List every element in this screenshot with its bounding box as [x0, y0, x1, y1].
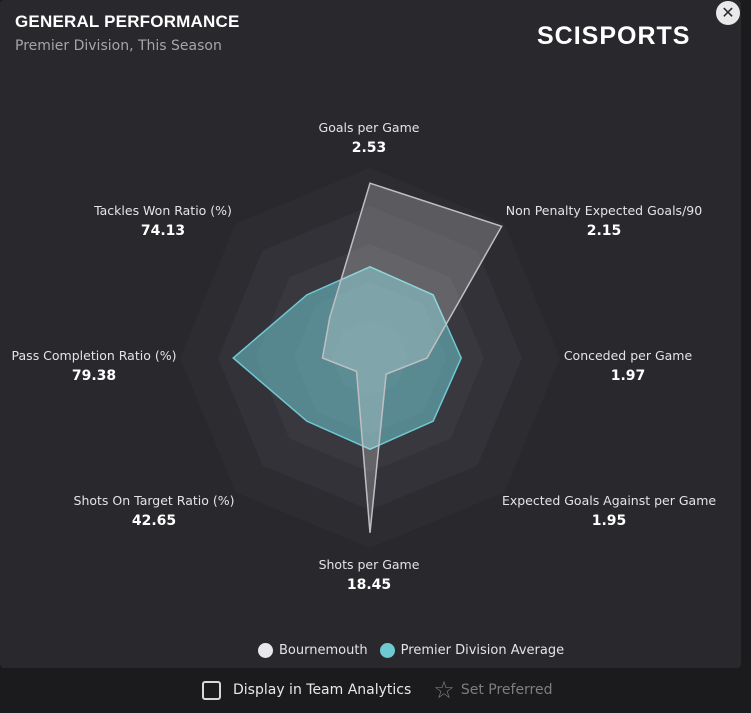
axis-label-3: Expected Goals Against per Game	[502, 493, 716, 508]
axis-label-0: Goals per Game	[319, 120, 420, 135]
radar-axis-labels: Goals per Game 2.53 Non Penalty Expected G…	[12, 120, 717, 593]
axis-value-2: 1.97	[611, 368, 646, 384]
legend-item-team: Bournemouth	[258, 643, 368, 658]
series-polygon-average	[232, 265, 463, 451]
legend-label-average: Premier Division Average	[400, 643, 565, 658]
axis-value-6: 79.38	[72, 368, 116, 384]
legend-swatch-average	[379, 643, 395, 658]
legend-swatch-team	[258, 643, 273, 658]
axis-label-5: Shots On Target Ratio (%)	[74, 493, 235, 508]
scisports-logo: SCISPORTS	[537, 22, 691, 50]
axis-value-3: 1.95	[592, 513, 627, 529]
set-preferred-button[interactable]: Set Preferred	[460, 682, 553, 698]
axis-value-4: 18.45	[347, 577, 391, 593]
axis-label-1: Non Penalty Expected Goals/90	[506, 203, 702, 218]
axis-label-4: Shots per Game	[319, 557, 420, 572]
axis-value-0: 2.53	[352, 140, 387, 156]
chart-legend: Bournemouth Premier Division Average	[258, 643, 576, 658]
page-title: GENERAL PERFORMANCE	[15, 12, 240, 31]
axis-label-6: Pass Completion Ratio (%)	[12, 348, 177, 363]
axis-value-1: 2.15	[587, 223, 622, 239]
axis-label-2: Conceded per Game	[564, 348, 693, 363]
star-icon[interactable]: ☆	[433, 676, 455, 704]
axis-label-7: Tackles Won Ratio (%)	[93, 203, 232, 218]
radar-series	[232, 182, 503, 533]
footer-controls: Display in Team Analytics ☆ Set Preferre…	[202, 676, 553, 704]
axis-value-5: 42.65	[132, 513, 176, 529]
axis-value-7: 74.13	[141, 223, 185, 239]
legend-label-team: Bournemouth	[279, 643, 368, 658]
team-analytics-label[interactable]: Display in Team Analytics	[233, 682, 412, 698]
series-polygon-team	[321, 182, 503, 533]
close-icon[interactable]: ✕	[716, 1, 740, 25]
page-subtitle: Premier Division, This Season	[15, 38, 222, 54]
team-analytics-checkbox[interactable]	[202, 680, 221, 700]
legend-item-average: Premier Division Average	[379, 643, 565, 658]
